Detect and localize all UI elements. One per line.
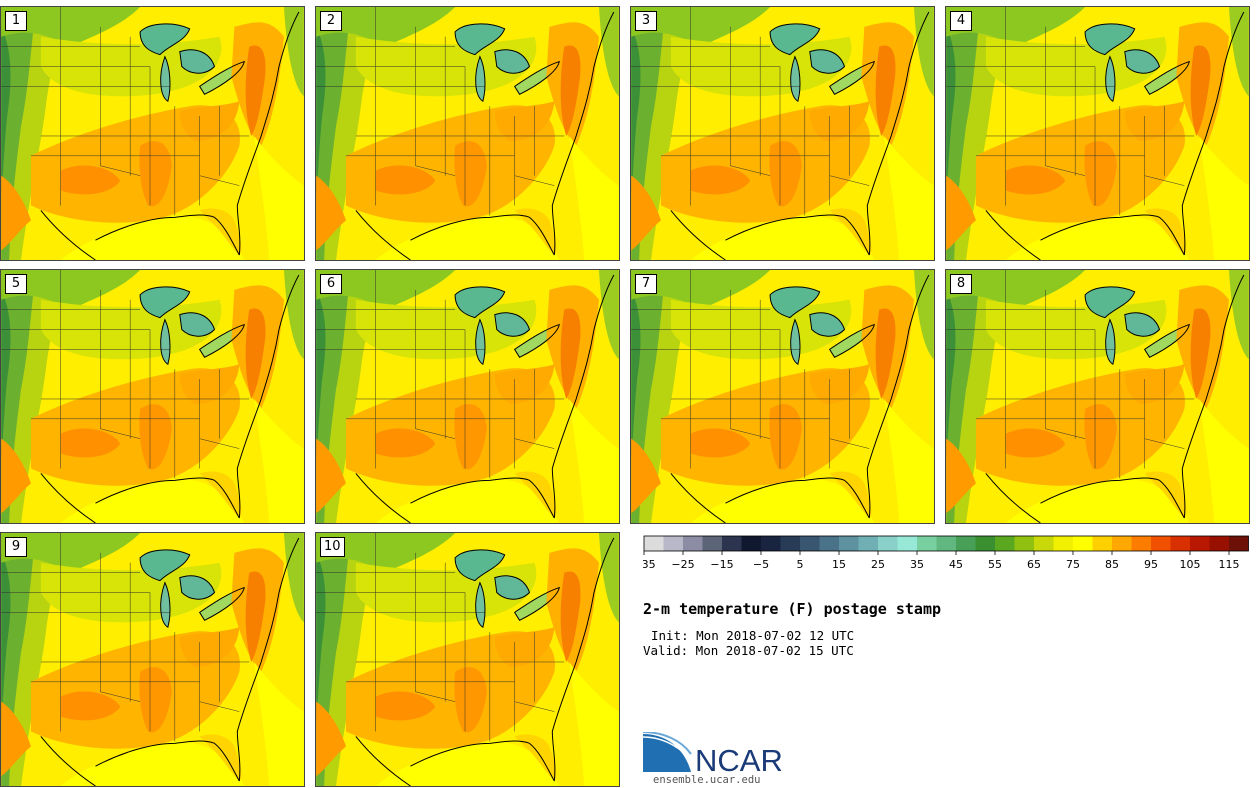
colorbar-box (975, 536, 995, 551)
colorbar-tick-label: 75 (1066, 558, 1080, 571)
valid-time: Valid: Mon 2018-07-02 15 UTC (643, 643, 854, 658)
colorbar-box (683, 536, 703, 551)
colorbar-box (800, 536, 820, 551)
ensemble-panel[interactable]: 6 (315, 269, 620, 524)
colorbar-boxes (643, 535, 1249, 552)
colorbar-box (663, 536, 683, 551)
temperature-map (316, 7, 619, 260)
page-title: 2-m temperature (F) postage stamp (643, 600, 942, 618)
ensemble-panel[interactable]: 10 (315, 532, 620, 787)
panel-label: 10 (320, 537, 345, 557)
panel-label: 5 (5, 274, 27, 294)
colorbar-box (1131, 536, 1151, 551)
panel-label: 9 (5, 537, 27, 557)
colorbar-box (702, 536, 722, 551)
colorbar-box (1073, 536, 1093, 551)
panel-label: 1 (5, 11, 27, 31)
colorbar-ticks: −35 −25 −15 −5 5 15 25 35 45 55 65 75 85 95 105 115 (643, 551, 1240, 571)
temperature-map (946, 270, 1249, 523)
temperature-map (316, 270, 619, 523)
colorbar-box (644, 536, 664, 551)
colorbar-tick-label: 115 (1219, 558, 1240, 571)
ensemble-panel[interactable]: 8 (945, 269, 1250, 524)
colorbar-box (1014, 536, 1034, 551)
colorbar-box (761, 536, 781, 551)
colorbar-box (1209, 536, 1229, 551)
ensemble-panel[interactable]: 1 (0, 6, 305, 261)
panel-label: 8 (950, 274, 972, 294)
colorbar-tick-label: 85 (1105, 558, 1119, 571)
temperature-map (631, 7, 934, 260)
ncar-logo: NCAR (643, 732, 783, 774)
colorbar-box (897, 536, 917, 551)
panel-label: 7 (635, 274, 657, 294)
colorbar-box (1112, 536, 1132, 551)
colorbar-tick-label: −35 (643, 558, 656, 571)
temperature-map (1, 270, 304, 523)
temperature-map (946, 7, 1249, 260)
colorbar-tick-label: 25 (871, 558, 885, 571)
colorbar-tick-label: 45 (949, 558, 963, 571)
logo-wordmark: NCAR (695, 743, 783, 774)
colorbar-tick-label: −5 (753, 558, 769, 571)
colorbar-box (936, 536, 956, 551)
colorbar-tick-label: 65 (1027, 558, 1041, 571)
temperature-map (1, 533, 304, 786)
colorbar-tick-label: −15 (710, 558, 733, 571)
panel-label: 3 (635, 11, 657, 31)
temperature-map (1, 7, 304, 260)
colorbar-box (917, 536, 937, 551)
colorbar-box (878, 536, 898, 551)
colorbar-box (780, 536, 800, 551)
colorbar-box (1092, 536, 1112, 551)
ensemble-panel[interactable]: 3 (630, 6, 935, 261)
temperature-map (631, 270, 934, 523)
colorbar-box (1190, 536, 1210, 551)
colorbar-tick-label: 35 (910, 558, 924, 571)
logo-url: ensemble.ucar.edu (653, 774, 761, 786)
colorbar-box (1151, 536, 1171, 551)
panel-label: 6 (320, 274, 342, 294)
colorbar-box (995, 536, 1015, 551)
colorbar-box (956, 536, 976, 551)
colorbar-box (1034, 536, 1054, 551)
ensemble-panel[interactable]: 2 (315, 6, 620, 261)
ensemble-panel[interactable]: 9 (0, 532, 305, 787)
colorbar-tick-label: 5 (797, 558, 804, 571)
ensemble-panel[interactable]: 7 (630, 269, 935, 524)
ensemble-panel[interactable]: 4 (945, 6, 1250, 261)
colorbar-box (858, 536, 878, 551)
ensemble-panel[interactable]: 5 (0, 269, 305, 524)
panel-label: 2 (320, 11, 342, 31)
colorbar-box (819, 536, 839, 551)
colorbar-outline (643, 535, 1249, 552)
colorbar-tick-label: 15 (832, 558, 846, 571)
colorbar-box (1170, 536, 1190, 551)
colorbar-tick-label: −25 (671, 558, 694, 571)
colorbar-box (839, 536, 859, 551)
colorbar-box (741, 536, 761, 551)
temperature-colorbar: −35 −25 −15 −5 5 15 25 35 45 55 65 75 85 95 105 115 (643, 535, 1249, 571)
ncar-swoosh-icon (643, 732, 694, 772)
temperature-map (316, 533, 619, 786)
colorbar-box (722, 536, 742, 551)
init-time: Init: Mon 2018-07-02 12 UTC (651, 628, 855, 643)
panel-label: 4 (950, 11, 972, 31)
colorbar-box (1053, 536, 1073, 551)
colorbar-box (1229, 536, 1249, 551)
colorbar-tick-label: 95 (1144, 558, 1158, 571)
colorbar-tick-label: 55 (988, 558, 1002, 571)
colorbar-tick-label: 105 (1180, 558, 1201, 571)
